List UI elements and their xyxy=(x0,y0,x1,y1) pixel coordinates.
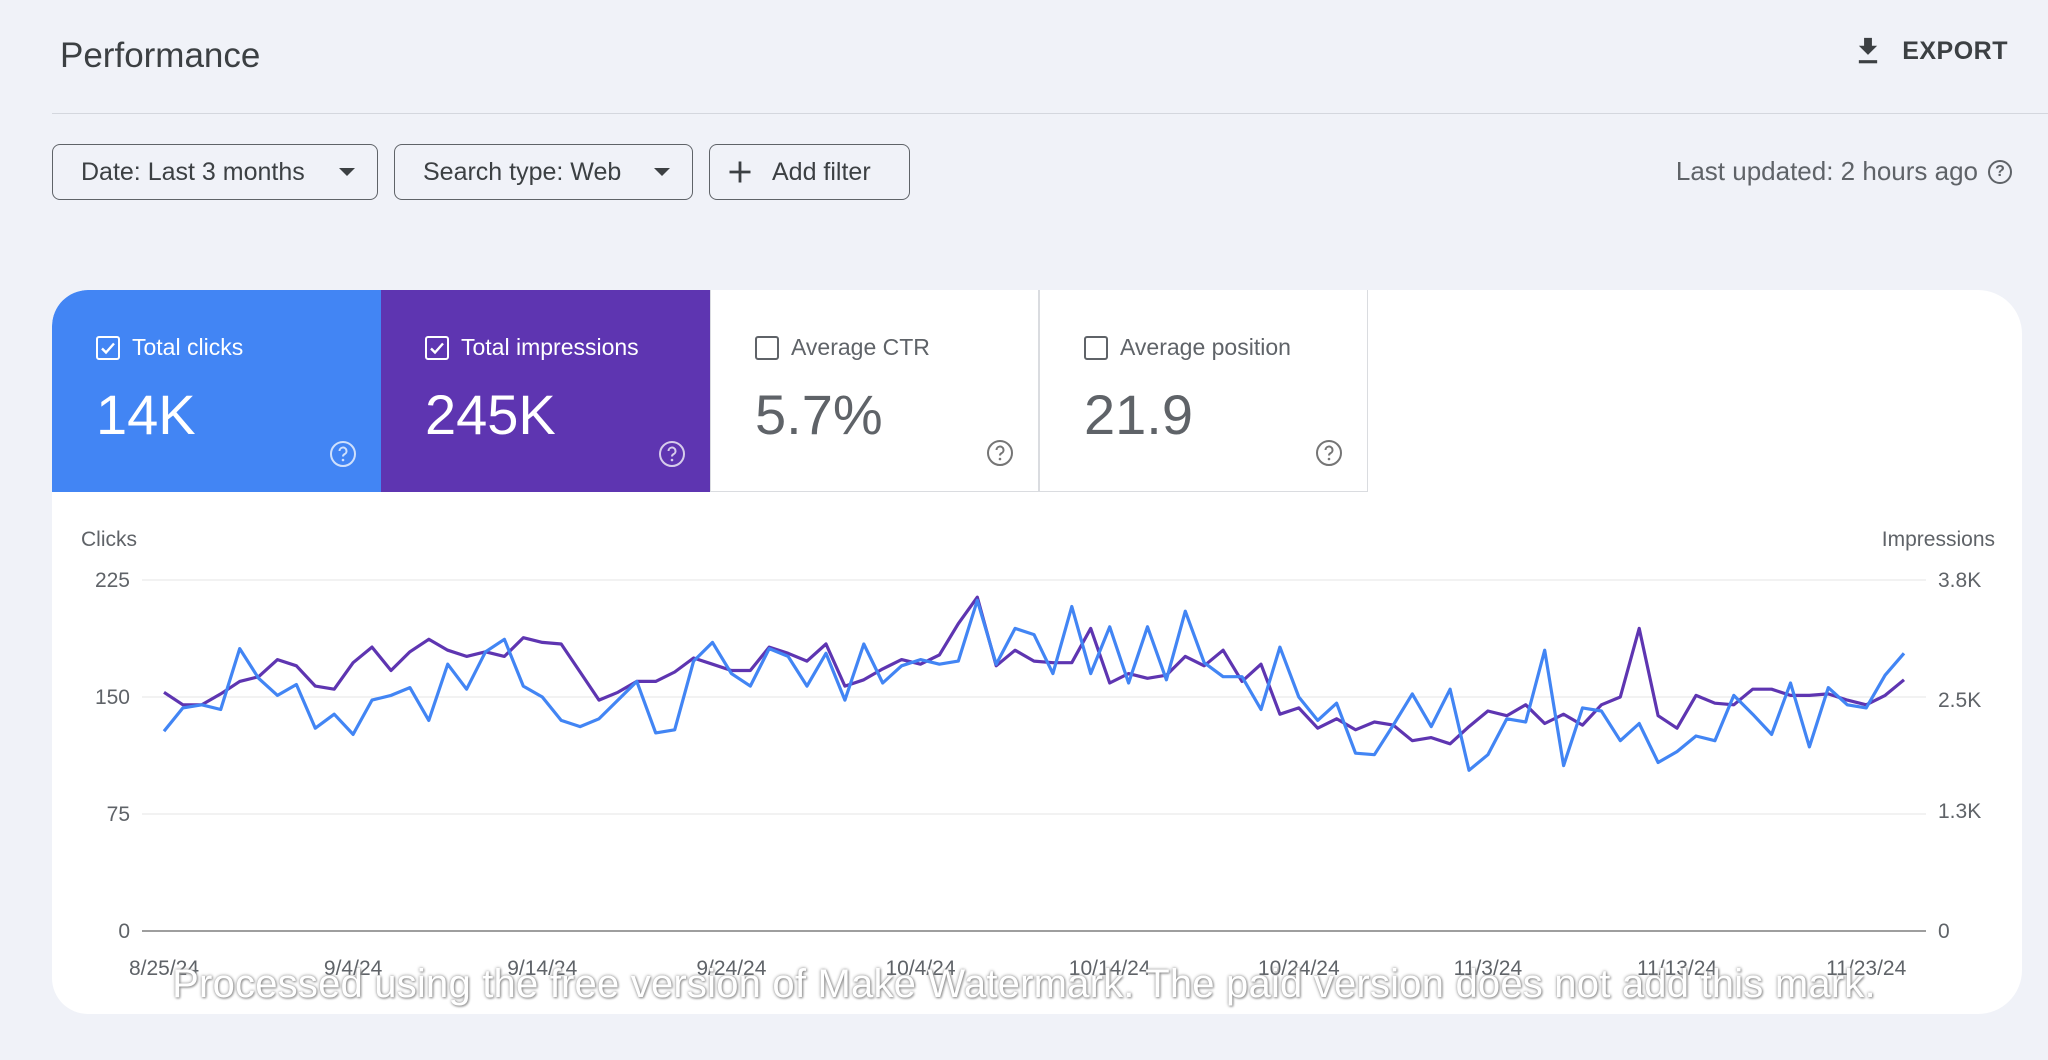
help-icon[interactable]: ? xyxy=(1988,159,2012,184)
metric-label: Average position xyxy=(1120,334,1291,360)
x-tick-label: 11/13/24 xyxy=(1637,957,1718,980)
checkbox-checked-icon[interactable] xyxy=(425,336,449,360)
x-tick-label: 10/4/24 xyxy=(885,957,955,980)
date-filter-chip[interactable]: Date: Last 3 months xyxy=(52,144,378,200)
dropdown-caret-icon xyxy=(339,168,355,176)
left-axis-label: Clicks xyxy=(81,528,137,551)
x-tick-label: 9/24/24 xyxy=(696,957,766,980)
export-label: EXPORT xyxy=(1902,36,2008,65)
right-tick-label: 1.3K xyxy=(1938,800,1981,823)
right-tick-label: 3.8K xyxy=(1938,569,1981,592)
date-filter-label: Date: Last 3 months xyxy=(81,157,305,186)
metric-value: 245K xyxy=(425,383,556,446)
help-icon[interactable] xyxy=(986,439,1014,467)
right-axis-label: Impressions xyxy=(1882,528,1995,551)
filter-bar: Date: Last 3 months Search type: Web Add… xyxy=(52,144,910,200)
metric-label: Total impressions xyxy=(461,334,639,360)
help-icon[interactable] xyxy=(329,440,357,468)
checkbox-unchecked-icon[interactable] xyxy=(755,336,779,360)
performance-chart: 225 150 75 0 3.8K 2.5K 1.3K 0 8/25/24 9/4/24 9/14/… xyxy=(52,526,2022,1006)
export-button[interactable]: EXPORT xyxy=(1852,34,2008,68)
checkbox-unchecked-icon[interactable] xyxy=(1084,336,1108,360)
x-tick-label: 9/4/24 xyxy=(324,957,383,980)
left-tick-label: 75 xyxy=(107,803,130,826)
search-type-filter-label: Search type: Web xyxy=(423,157,622,186)
help-icon[interactable] xyxy=(658,440,686,468)
x-tick-label: 11/23/24 xyxy=(1826,957,1907,980)
metric-value: 14K xyxy=(96,383,196,446)
metric-value: 21.9 xyxy=(1084,383,1193,446)
header-divider xyxy=(52,113,2048,114)
metric-average-ctr[interactable]: Average CTR 5.7% xyxy=(710,290,1039,492)
x-tick-label: 11/3/24 xyxy=(1454,957,1523,980)
metric-label: Total clicks xyxy=(132,334,244,360)
x-tick-label: 8/25/24 xyxy=(129,957,199,980)
page-header: Performance EXPORT xyxy=(0,0,2048,114)
page-title: Performance xyxy=(60,36,261,75)
left-tick-label: 150 xyxy=(95,686,130,709)
metric-average-position[interactable]: Average position 21.9 xyxy=(1039,290,1368,492)
metric-value: 5.7% xyxy=(755,383,883,446)
metric-label: Average CTR xyxy=(791,334,930,360)
last-updated-status: Last updated: 2 hours ago ? xyxy=(1676,156,2012,187)
plus-icon xyxy=(729,161,751,183)
x-tick-label: 10/14/24 xyxy=(1069,957,1151,980)
series-line-impressions xyxy=(163,595,1906,746)
right-tick-label: 0 xyxy=(1938,920,1950,943)
left-tick-label: 225 xyxy=(95,569,130,592)
last-updated-text: Last updated: 2 hours ago xyxy=(1675,156,1978,186)
x-tick-label: 10/24/24 xyxy=(1258,957,1340,980)
dropdown-caret-icon xyxy=(654,168,670,176)
line-chart: 225 150 75 0 3.8K 2.5K 1.3K 0 8/25/24 9/4/24 9/14/… xyxy=(81,528,1995,980)
add-filter-label: Add filter xyxy=(772,157,871,186)
metric-total-clicks[interactable]: Total clicks 14K xyxy=(52,290,381,492)
checkbox-checked-icon[interactable] xyxy=(96,336,120,360)
download-icon xyxy=(1859,37,1878,64)
right-tick-label: 2.5K xyxy=(1938,689,1981,712)
x-tick-label: 9/14/24 xyxy=(507,957,577,980)
series-line-clicks xyxy=(162,598,1906,772)
performance-card: Total clicks 14K Total impressions 245K … xyxy=(52,290,2022,1014)
add-filter-button[interactable]: Add filter xyxy=(709,144,910,200)
left-tick-label: 0 xyxy=(118,920,130,943)
help-icon[interactable] xyxy=(1315,439,1343,467)
search-type-filter-chip[interactable]: Search type: Web xyxy=(394,144,693,200)
metric-tabs: Total clicks 14K Total impressions 245K … xyxy=(52,290,1368,492)
metric-total-impressions[interactable]: Total impressions 245K xyxy=(381,290,710,492)
